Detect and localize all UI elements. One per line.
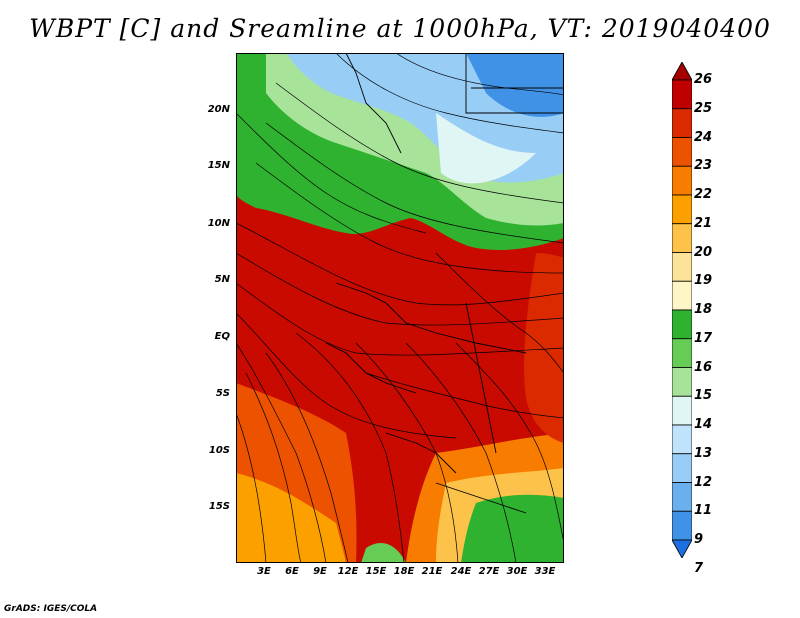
colorbar-swatch [672, 108, 692, 138]
colorbar-swatch [672, 137, 692, 167]
colorbar-label: 20 [694, 244, 713, 260]
lon-label-18e: 18E [393, 566, 415, 577]
lat-label-15n: 15N [207, 160, 230, 171]
colorbar-label: 18 [694, 302, 713, 317]
colorbar-label: 23 [694, 158, 713, 174]
colorbar-swatch [672, 338, 692, 368]
colorbar-label: 16 [694, 359, 713, 375]
lon-label-24e: 24E [450, 566, 472, 577]
wbpt-region-north-pale [436, 113, 536, 184]
colorbar-swatch [672, 309, 692, 340]
wbpt-region-north-darkblue [466, 53, 564, 117]
lon-label-9e: 9E [313, 566, 327, 577]
colorbar-label: 12 [694, 474, 713, 490]
lon-label-15e: 15E [365, 566, 387, 577]
lon-label-27e: 27E [478, 566, 500, 577]
country-boundaries [325, 53, 564, 514]
colorbar-swatch [672, 165, 692, 196]
lat-label-20n: 20N [207, 104, 230, 115]
colorbar-swatch [672, 510, 692, 541]
lat-label-eq: EQ [214, 331, 230, 342]
colorbar-swatch [672, 482, 692, 512]
colorbar [672, 62, 692, 558]
colorbar-label: 7 [694, 560, 704, 576]
colorbar-swatch [672, 280, 692, 311]
colorbar-label: 22 [694, 187, 713, 202]
wbpt-region-sw-green [361, 543, 406, 563]
colorbar-top-triangle [672, 62, 692, 81]
lon-label-33e: 33E [534, 566, 556, 577]
colorbar-bottom-triangle [672, 539, 692, 558]
wbpt-region-se-green [461, 494, 564, 563]
colorbar-swatch [672, 223, 692, 253]
lon-label-12e: 12E [337, 566, 359, 577]
colorbar-label: 26 [694, 72, 713, 87]
colorbar-label: 9 [694, 532, 704, 547]
wbpt-region-east-orange [524, 253, 564, 443]
colorbar-swatch [672, 424, 692, 455]
map-frame [236, 53, 564, 563]
colorbar-swatch [672, 79, 692, 110]
map-plot-area [236, 53, 564, 563]
colorbar-swatch [672, 194, 692, 225]
lon-label-21e: 21E [421, 566, 443, 577]
colorbar-label: 17 [694, 330, 713, 346]
colorbar-label: 14 [694, 417, 713, 432]
colorbar-label: 15 [694, 388, 713, 404]
map-title: WBPT [C] and Sreamline at 1000hPa, VT: 2… [29, 14, 771, 43]
colorbar-swatch [672, 453, 692, 483]
lat-label-10s: 10S [208, 445, 230, 456]
colorbar-label: 13 [694, 445, 713, 461]
lon-label-6e: 6E [285, 566, 299, 577]
colorbar-label: 19 [694, 273, 713, 289]
lat-label-5n: 5N [214, 274, 230, 285]
lat-label-10n: 10N [207, 218, 230, 229]
grads-credit: GrADS: IGES/COLA [4, 604, 98, 614]
lat-label-5s: 5S [215, 388, 230, 399]
lon-label-3e: 3E [257, 566, 271, 577]
colorbar-label: 24 [694, 129, 713, 145]
lon-label-30e: 30E [506, 566, 528, 577]
colorbar-label: 11 [694, 503, 713, 519]
colorbar-swatch [672, 252, 692, 282]
colorbar-label: 21 [694, 215, 713, 231]
colorbar-label: 25 [694, 100, 713, 116]
colorbar-swatch [672, 367, 692, 397]
lat-label-15s: 15S [208, 501, 230, 512]
colorbar-swatch [672, 395, 692, 426]
